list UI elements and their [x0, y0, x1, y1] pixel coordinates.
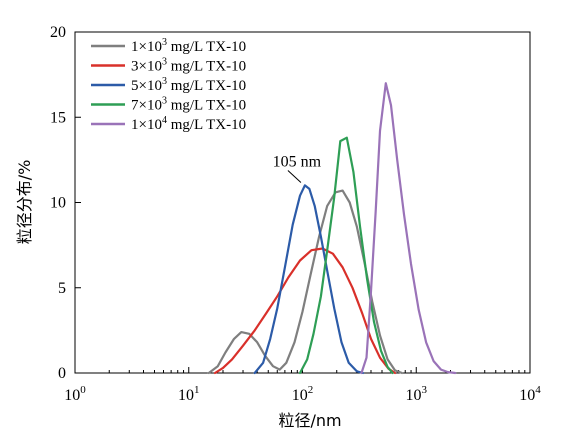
y-axis-label: 粒径分布/% [15, 160, 34, 245]
x-tick-label-base: 10 [406, 387, 422, 404]
y-tick-label: 15 [50, 109, 66, 126]
series-layer [207, 82, 457, 375]
annotation-leader-line [287, 170, 302, 183]
x-tick-label-exponent: 1 [194, 384, 200, 396]
x-tick-label-base: 10 [178, 387, 194, 404]
x-tick-label: 101 [178, 384, 200, 404]
x-tick-label-exponent: 4 [535, 384, 541, 396]
annotation-label: 105 nm [273, 153, 322, 170]
legend-label-unit: mg/L TX-10 [167, 39, 246, 55]
annotation-layer: 105 nm [273, 153, 322, 183]
x-tick-label: 104 [519, 384, 541, 404]
x-tick-label-base: 10 [64, 387, 80, 404]
x-tick-label: 103 [406, 384, 428, 404]
legend-label-3: 5×103 mg/L TX-10 [131, 76, 246, 94]
x-tick-label-base: 10 [292, 387, 308, 404]
series-line-4 [298, 136, 394, 375]
legend-label-exponent: 3 [162, 37, 167, 48]
legend-label-unit: mg/L TX-10 [167, 59, 246, 75]
legend-label-mantissa: 3×10 [131, 59, 162, 75]
legend-label-unit: mg/L TX-10 [167, 117, 246, 133]
legend-label-4: 7×103 mg/L TX-10 [131, 96, 246, 114]
x-tick-label: 100 [64, 384, 86, 404]
x-tick-label-base: 10 [519, 387, 535, 404]
legend-label-exponent: 3 [162, 96, 167, 107]
legend-label-exponent: 4 [162, 115, 167, 126]
x-tick-label-exponent: 2 [308, 384, 314, 396]
legend-label-exponent: 3 [162, 57, 167, 68]
series-line-3 [253, 184, 365, 375]
legend-label-5: 1×104 mg/L TX-10 [131, 115, 246, 133]
legend-label-unit: mg/L TX-10 [167, 98, 246, 114]
legend-label-mantissa: 5×10 [131, 78, 162, 94]
y-tick-label: 10 [50, 195, 66, 212]
legend-label-1: 1×103 mg/L TX-10 [131, 37, 246, 55]
legend-label-2: 3×103 mg/L TX-10 [131, 57, 246, 75]
y-tick-label: 0 [58, 365, 66, 382]
legend-label-mantissa: 1×10 [131, 39, 162, 55]
legend-label-mantissa: 7×10 [131, 98, 162, 114]
legend-label-exponent: 3 [162, 76, 167, 87]
x-tick-label-exponent: 3 [422, 384, 428, 396]
y-tick-label: 20 [50, 24, 66, 41]
series-line-5 [360, 82, 457, 375]
x-tick-label-exponent: 0 [80, 384, 86, 396]
legend: 1×103 mg/L TX-103×103 mg/L TX-105×103 mg… [91, 37, 246, 133]
legend-label-mantissa: 1×10 [131, 117, 162, 133]
legend-label-unit: mg/L TX-10 [167, 78, 246, 94]
x-axis-label: 粒径/nm [278, 411, 341, 430]
y-tick-label: 5 [58, 280, 66, 297]
series-line-2 [213, 247, 397, 375]
x-tick-label: 102 [292, 384, 314, 404]
